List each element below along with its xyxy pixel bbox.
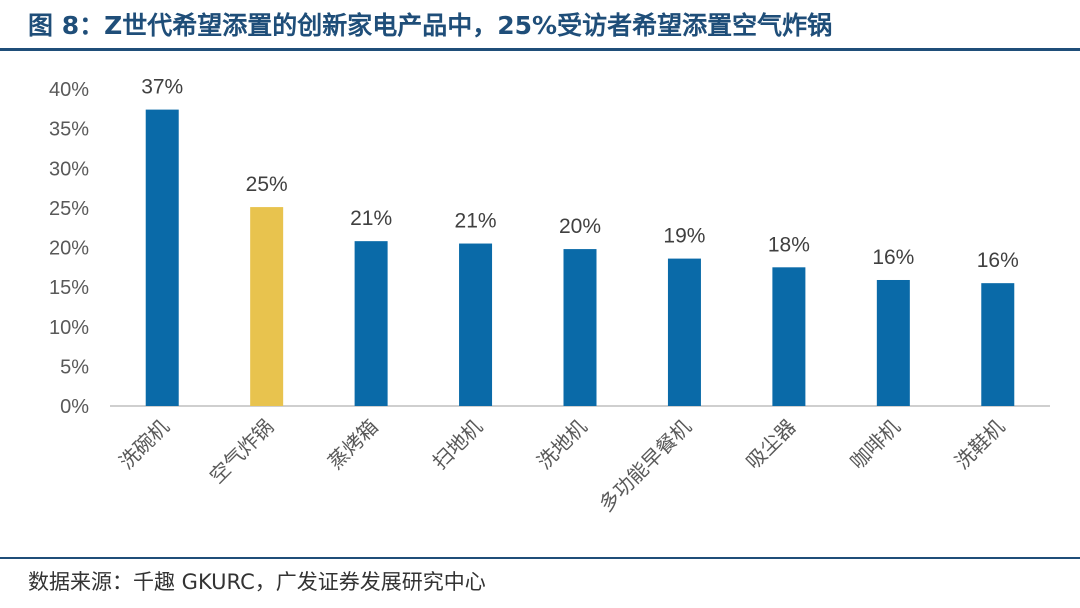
bar: [145, 109, 179, 407]
y-axis-ticks: 0% 5% 10% 15% 20% 25% 30% 35% 40%: [49, 79, 89, 418]
bar: [876, 279, 910, 406]
data-label: 20%: [559, 215, 601, 238]
data-label: 16%: [977, 249, 1019, 272]
source-note: 数据来源：千趣 GKURC，广发证券发展研究中心: [28, 570, 486, 594]
y-tick-label: 15%: [49, 277, 89, 299]
figure-title: 图 8：Z世代希望添置的创新家电产品中，25%受访者希望添置空气炸锅: [28, 11, 833, 40]
x-tick-label: 洗地机: [532, 415, 591, 474]
x-tick-label: 吸尘器: [741, 415, 800, 474]
bar: [667, 258, 701, 406]
y-tick-label: 25%: [49, 198, 89, 220]
data-label: 21%: [350, 207, 392, 230]
data-label: 19%: [663, 225, 705, 248]
x-tick-label: 多功能早餐机: [594, 415, 696, 517]
data-label: 37%: [141, 76, 183, 99]
x-axis-labels: 洗碗机 空气炸锅 蒸烤箱 扫地机 洗地机 多功能早餐机 吸尘器 咖啡机 洗鞋机: [114, 415, 1009, 517]
y-tick-label: 0%: [60, 396, 89, 418]
bar: [250, 207, 284, 406]
bars-group: [145, 109, 1015, 407]
x-tick-label: 空气炸锅: [205, 415, 279, 489]
data-label: 21%: [455, 210, 497, 233]
data-label: 18%: [768, 233, 810, 256]
data-labels-group: 37% 25% 21% 21% 20% 19% 18% 16% 16%: [141, 76, 1019, 273]
y-tick-label: 40%: [49, 79, 89, 101]
bar: [772, 267, 806, 406]
y-tick-label: 5%: [60, 356, 89, 378]
bar: [563, 249, 597, 406]
footer-divider: [0, 557, 1080, 559]
bar-chart: 0% 5% 10% 15% 20% 25% 30% 35% 40% 37% 25% 21% 21% 20…: [49, 76, 1050, 517]
bar: [354, 241, 388, 406]
x-tick-label: 蒸烤箱: [323, 415, 382, 474]
data-label: 25%: [246, 173, 288, 196]
x-tick-label: 洗鞋机: [950, 415, 1009, 474]
x-tick-label: 咖啡机: [845, 415, 904, 474]
y-tick-label: 10%: [49, 317, 89, 339]
data-label: 16%: [872, 246, 914, 269]
y-tick-label: 20%: [49, 238, 89, 260]
bar: [981, 283, 1015, 406]
y-tick-label: 35%: [49, 119, 89, 141]
x-tick-label: 洗碗机: [114, 415, 173, 474]
title-divider: [0, 48, 1080, 51]
y-tick-label: 30%: [49, 158, 89, 180]
x-tick-label: 扫地机: [428, 415, 487, 474]
bar: [459, 243, 493, 406]
